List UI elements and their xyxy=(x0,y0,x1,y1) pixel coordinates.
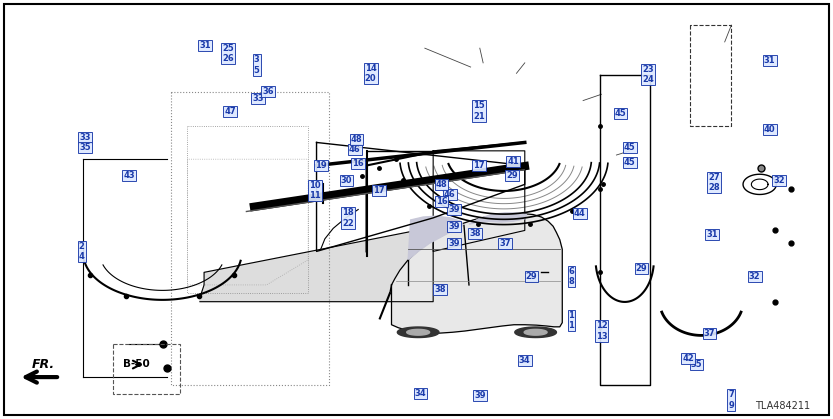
Text: B-50: B-50 xyxy=(123,359,150,369)
Text: 40: 40 xyxy=(764,125,776,134)
Text: 18
22: 18 22 xyxy=(342,208,354,228)
Polygon shape xyxy=(397,327,439,338)
Text: 42: 42 xyxy=(682,354,694,363)
Text: 37: 37 xyxy=(499,238,511,248)
Text: 29: 29 xyxy=(526,272,537,281)
Text: 7
9: 7 9 xyxy=(729,391,734,410)
Polygon shape xyxy=(408,216,463,260)
Text: 35: 35 xyxy=(691,360,702,369)
Text: 1
1: 1 1 xyxy=(568,311,575,330)
Text: 38: 38 xyxy=(469,229,481,238)
Text: 17: 17 xyxy=(473,161,485,170)
Text: 43: 43 xyxy=(123,171,135,181)
Text: 32: 32 xyxy=(773,176,785,185)
Text: 39: 39 xyxy=(448,205,460,214)
Polygon shape xyxy=(515,327,556,338)
Text: 33: 33 xyxy=(79,133,91,142)
Text: 39: 39 xyxy=(448,222,460,231)
Text: 46: 46 xyxy=(444,190,456,199)
Text: 27
28: 27 28 xyxy=(708,173,720,192)
Text: 10
11: 10 11 xyxy=(309,181,321,200)
Text: 47: 47 xyxy=(224,106,236,116)
Text: 25
26: 25 26 xyxy=(222,44,234,63)
Text: 37: 37 xyxy=(704,328,716,338)
Text: 38: 38 xyxy=(434,285,446,294)
Text: 32: 32 xyxy=(749,272,761,281)
Text: 29: 29 xyxy=(506,171,518,181)
Text: 36: 36 xyxy=(262,87,274,96)
Text: 45: 45 xyxy=(624,143,636,152)
Text: 45: 45 xyxy=(615,109,626,118)
Text: 12
13: 12 13 xyxy=(596,321,607,341)
Text: 3
5: 3 5 xyxy=(253,55,260,75)
Text: 41: 41 xyxy=(507,157,519,166)
Text: 16: 16 xyxy=(436,197,447,206)
Text: 19: 19 xyxy=(315,161,327,170)
Polygon shape xyxy=(392,214,562,333)
Text: 46: 46 xyxy=(349,145,361,154)
Text: 30: 30 xyxy=(341,176,352,185)
Text: 14
20: 14 20 xyxy=(365,64,377,83)
Text: 44: 44 xyxy=(574,209,586,218)
Text: 45: 45 xyxy=(624,158,636,167)
Text: 29: 29 xyxy=(636,264,647,273)
Text: 15
21: 15 21 xyxy=(473,101,485,121)
Text: 16: 16 xyxy=(352,159,364,168)
Text: 2
4: 2 4 xyxy=(78,242,85,261)
Text: 35: 35 xyxy=(79,143,91,152)
Text: 31: 31 xyxy=(706,230,718,239)
Text: 48: 48 xyxy=(351,135,362,145)
Text: 17: 17 xyxy=(373,186,385,195)
Text: 6
8: 6 8 xyxy=(568,267,575,286)
Text: 39: 39 xyxy=(448,238,460,248)
Polygon shape xyxy=(469,213,526,224)
Polygon shape xyxy=(200,230,433,302)
Text: 23
24: 23 24 xyxy=(642,65,654,84)
Text: FR.: FR. xyxy=(32,358,55,371)
Text: TLA484211: TLA484211 xyxy=(756,401,811,411)
Text: 33: 33 xyxy=(252,94,264,103)
Polygon shape xyxy=(407,329,430,335)
Polygon shape xyxy=(524,329,547,335)
Text: 34: 34 xyxy=(519,356,531,365)
Text: 48: 48 xyxy=(436,180,447,189)
Text: 31: 31 xyxy=(199,41,211,50)
Text: 39: 39 xyxy=(474,391,486,401)
Text: 31: 31 xyxy=(764,56,776,65)
Text: 34: 34 xyxy=(415,389,426,398)
